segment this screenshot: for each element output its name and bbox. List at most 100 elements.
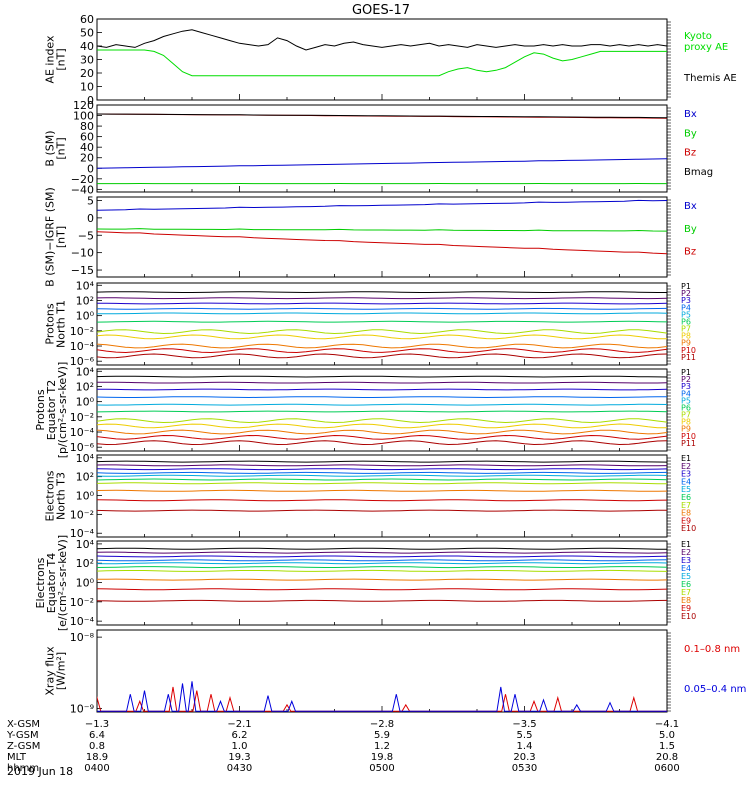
- y-tick-label: 60: [80, 131, 94, 144]
- y-tick-label: 10⁰: [76, 577, 95, 590]
- series-line-e6: [97, 566, 667, 569]
- y-tick-label: 10⁻²: [70, 411, 94, 424]
- y-axis-label: B (SM)−IGRF (SM): [44, 187, 57, 287]
- series-line-e10: [97, 599, 667, 602]
- legend: 0.1–0.8 nm 0.05–0.4 nm: [684, 644, 746, 695]
- series-line-0-05-0-4-nm: [97, 681, 667, 712]
- series-line-p8: [97, 423, 667, 429]
- legend-entry: 0.05–0.4 nm: [684, 684, 746, 695]
- ephemeris-value: −1.3: [85, 719, 109, 730]
- y-tick-label: 100: [73, 110, 94, 123]
- series-line-e4: [97, 471, 667, 474]
- legend-entry: P2: [681, 289, 691, 298]
- legend-entry: Themis AE: [683, 73, 737, 84]
- legend-entry: Bx: [684, 109, 697, 120]
- y-axis-label: [nT]: [55, 48, 68, 70]
- y-tick-label: 0: [87, 162, 94, 175]
- y-tick-label: 10⁻⁶: [70, 441, 95, 454]
- ephemeris-value: 1.0: [232, 741, 248, 752]
- y-axis-label: [nT]: [55, 226, 68, 248]
- y-tick-label: 0: [87, 94, 94, 107]
- panel-xray: 10⁻⁸ 10⁻⁹ Xray flux[W/m²] 0.1–0.8 nm 0.05–0.…: [44, 629, 746, 715]
- legend-entry: Bz: [684, 247, 696, 258]
- series-line-p10: [97, 434, 667, 440]
- y-tick-label: −40: [71, 183, 94, 196]
- series-line-bmag: [97, 113, 667, 119]
- y-tick-label: 10⁻⁴: [70, 426, 95, 439]
- legend-entry: E4: [681, 564, 691, 573]
- series-line-p1: [97, 375, 667, 378]
- ephemeris-value: 18.9: [86, 752, 108, 763]
- legend-entry: E8: [681, 509, 691, 518]
- legend-entry: E10: [681, 524, 696, 533]
- series-line-p2: [97, 297, 667, 300]
- panel-frame: [96, 629, 668, 713]
- series-group: [97, 460, 667, 512]
- legend-entry: E2: [681, 462, 691, 471]
- ephemeris-value: 6.2: [232, 730, 248, 741]
- y-tick-label: 60: [80, 13, 94, 26]
- series-group: [97, 113, 667, 185]
- y-tick-label: 10⁻⁴: [70, 340, 95, 353]
- legend-entry: P10: [681, 346, 696, 355]
- ephemeris-value: 20.3: [513, 752, 535, 763]
- y-axis-label: [p/(cm²-s-sr-keV)]: [56, 362, 69, 459]
- ephemeris-value: 19.8: [371, 752, 393, 763]
- ephemeris-value: 20.8: [656, 752, 678, 763]
- ephemeris-value: 0500: [369, 763, 394, 774]
- y-tick-label: −10: [71, 247, 94, 260]
- ephemeris-row-label: hhmm: [7, 763, 39, 774]
- y-tick-label: 10: [80, 81, 94, 94]
- ephemeris-value: 0.8: [89, 741, 105, 752]
- legend-entry: P8: [681, 418, 691, 427]
- ephemeris-value: 1.5: [659, 741, 675, 752]
- y-tick-label: 120: [73, 99, 94, 112]
- y-tick-label: −20: [71, 173, 94, 186]
- legend-entry: E9: [681, 604, 691, 613]
- y-axis-label: Protons: [34, 389, 47, 430]
- y-axis-label: [nT]: [55, 137, 68, 159]
- series-line-by: [97, 228, 667, 232]
- series-line-e5: [97, 562, 667, 565]
- ephemeris-value: −4.1: [655, 719, 679, 730]
- legend-entry: P1: [681, 282, 691, 291]
- y-tick-label: 10⁻⁴: [70, 527, 95, 540]
- series-line-e9: [97, 499, 667, 502]
- y-axis-label: Protons: [44, 303, 57, 344]
- ephemeris-value: 5.5: [517, 730, 533, 741]
- legend: Bx By Bz: [684, 201, 697, 258]
- legend-entry: P6: [681, 317, 691, 326]
- y-tick-label: 10⁻²: [70, 508, 94, 521]
- legend-entry: E1: [681, 454, 691, 463]
- date-label: 2019 Jun 18: [7, 765, 73, 778]
- legend-entry: E5: [681, 572, 691, 581]
- y-axis-label: Equator T4: [45, 553, 58, 613]
- series-line-p10: [97, 348, 667, 354]
- y-axis-label: [e/(cm²-s-sr-keV)]: [56, 535, 69, 631]
- y-tick-label: 10⁰: [76, 490, 95, 503]
- series-group: [97, 681, 667, 712]
- legend-entry: P7: [681, 411, 691, 420]
- series-line-p5: [97, 312, 667, 315]
- legend-entry: E7: [681, 588, 691, 597]
- legend-entry: P5: [681, 310, 691, 319]
- series-line-e10: [97, 509, 667, 512]
- series-line-p4: [97, 307, 667, 310]
- y-tick-label: 10²: [76, 380, 94, 393]
- legend-entry: By: [684, 128, 697, 139]
- legend-entry: E1: [681, 540, 691, 549]
- legend-entry: E3: [681, 556, 691, 565]
- legend-entry: Bx: [684, 201, 697, 212]
- ephemeris-value: 19.3: [228, 752, 250, 763]
- series-line-themis-ae: [97, 29, 667, 51]
- legend-entry: P6: [681, 403, 691, 412]
- panel-frame: [96, 540, 668, 626]
